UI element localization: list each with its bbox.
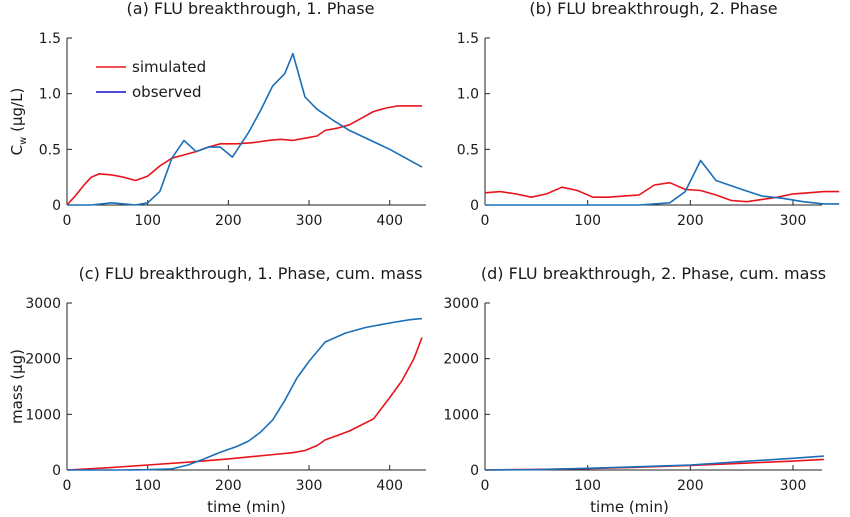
y-axis-label: mass (µg) xyxy=(8,349,26,424)
chart-panel-b: (b) FLU breakthrough, 2. Phase 0 0.5 1.0 1.5… xyxy=(457,0,840,229)
y-tick-label: 0 xyxy=(470,198,479,214)
x-tick-label: 100 xyxy=(134,213,161,229)
y-tick-label: 0.5 xyxy=(457,142,479,158)
chart-panel-c: (c) FLU breakthrough, 1. Phase, cum. mas… xyxy=(8,264,426,516)
y-axis-label: Cw (µg/L) xyxy=(8,88,29,156)
chart-title: (b) FLU breakthrough, 2. Phase xyxy=(529,0,777,18)
chart-title: (d) FLU breakthrough, 2. Phase, cum. mas… xyxy=(481,264,826,283)
series-line-simulated xyxy=(484,458,824,471)
y-tick-label: 3000 xyxy=(25,296,61,312)
chart-panel-a: (a) FLU breakthrough, 1. Phase 0 0.5 1.0 1.5… xyxy=(8,0,426,229)
y-tick-label: 1.5 xyxy=(457,31,479,47)
x-tick-label: 200 xyxy=(677,478,704,494)
x-tick-label: 0 xyxy=(481,213,490,229)
series-line-observed xyxy=(67,52,423,206)
series-line-observed xyxy=(485,159,840,206)
y-tick-label: 1000 xyxy=(443,407,479,423)
x-tick-label: 300 xyxy=(780,213,807,229)
series-line-simulated xyxy=(484,181,840,203)
chart-title: (c) FLU breakthrough, 1. Phase, cum. mas… xyxy=(79,264,423,283)
x-tick-label: 0 xyxy=(63,478,72,494)
y-tick-label: 0 xyxy=(470,463,479,479)
x-tick-label: 100 xyxy=(134,478,161,494)
y-tick-label: 2000 xyxy=(25,352,61,368)
y-tick-label: 0 xyxy=(52,198,61,214)
x-tick-label: 300 xyxy=(296,213,323,229)
x-tick-label: 200 xyxy=(215,478,242,494)
x-tick-label: 200 xyxy=(215,213,242,229)
x-tick-label: 100 xyxy=(574,213,601,229)
x-axis-label: time (min) xyxy=(590,498,669,516)
y-tick-label: 1.0 xyxy=(457,87,479,103)
x-axis-label: time (min) xyxy=(207,498,286,516)
x-tick-label: 400 xyxy=(376,213,403,229)
series-line-observed xyxy=(484,455,824,471)
series-line-simulated xyxy=(66,337,423,471)
x-tick-label: 200 xyxy=(677,213,704,229)
chart-panel-d: (d) FLU breakthrough, 2. Phase, cum. mas… xyxy=(443,264,826,516)
y-tick-label: 1.0 xyxy=(39,87,61,103)
y-tick-label: 0 xyxy=(52,463,61,479)
x-tick-label: 300 xyxy=(780,478,807,494)
series-line-observed xyxy=(67,317,423,471)
series-line-simulated xyxy=(66,105,422,206)
x-tick-label: 0 xyxy=(481,478,490,494)
y-tick-label: 2000 xyxy=(443,352,479,368)
x-tick-label: 300 xyxy=(296,478,323,494)
legend-label-simulated: simulated xyxy=(132,58,206,76)
legend: simulated observed xyxy=(96,58,206,101)
y-tick-label: 0.5 xyxy=(39,142,61,158)
x-tick-label: 0 xyxy=(63,213,72,229)
legend-label-observed: observed xyxy=(132,83,202,101)
y-axis-label-subscript: w xyxy=(18,137,29,145)
y-axis-label-unit: (µg/L) xyxy=(8,88,26,137)
x-tick-label: 100 xyxy=(574,478,601,494)
y-tick-label: 1000 xyxy=(25,407,61,423)
y-axis-label-main: C xyxy=(8,145,26,155)
y-tick-label: 3000 xyxy=(443,296,479,312)
y-tick-label: 1.5 xyxy=(39,31,61,47)
chart-title: (a) FLU breakthrough, 1. Phase xyxy=(127,0,375,18)
x-tick-label: 400 xyxy=(376,478,403,494)
